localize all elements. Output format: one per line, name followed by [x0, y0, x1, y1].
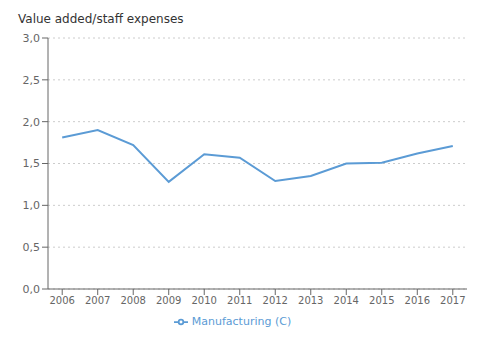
html-text:Manufacturing (C): Manufacturing (C)	[191, 315, 292, 328]
svg-text:2006: 2006	[49, 295, 74, 306]
svg-text:2010: 2010	[192, 295, 217, 306]
svg-text:0,5: 0,5	[23, 241, 41, 254]
svg-text:2014: 2014	[334, 295, 359, 306]
svg-text:2017: 2017	[440, 295, 465, 306]
svg-text:2013: 2013	[298, 295, 323, 306]
svg-text:2007: 2007	[85, 295, 110, 306]
svg-text:2,0: 2,0	[23, 116, 41, 129]
svg-text:1,0: 1,0	[23, 199, 41, 212]
svg-text:0,0: 0,0	[23, 283, 41, 296]
svg-text:3,0: 3,0	[23, 32, 41, 45]
svg-text:1,5: 1,5	[23, 157, 41, 170]
svg-text:2016: 2016	[405, 295, 430, 306]
html-text:Value added/staff expenses: Value added/staff expenses	[18, 12, 184, 26]
svg-text:2009: 2009	[156, 295, 181, 306]
svg-text:2011: 2011	[227, 295, 252, 306]
svg-text:2008: 2008	[120, 295, 145, 306]
svg-text:2015: 2015	[369, 295, 394, 306]
svg-text:2012: 2012	[263, 295, 288, 306]
svg-text:2,5: 2,5	[23, 74, 41, 87]
